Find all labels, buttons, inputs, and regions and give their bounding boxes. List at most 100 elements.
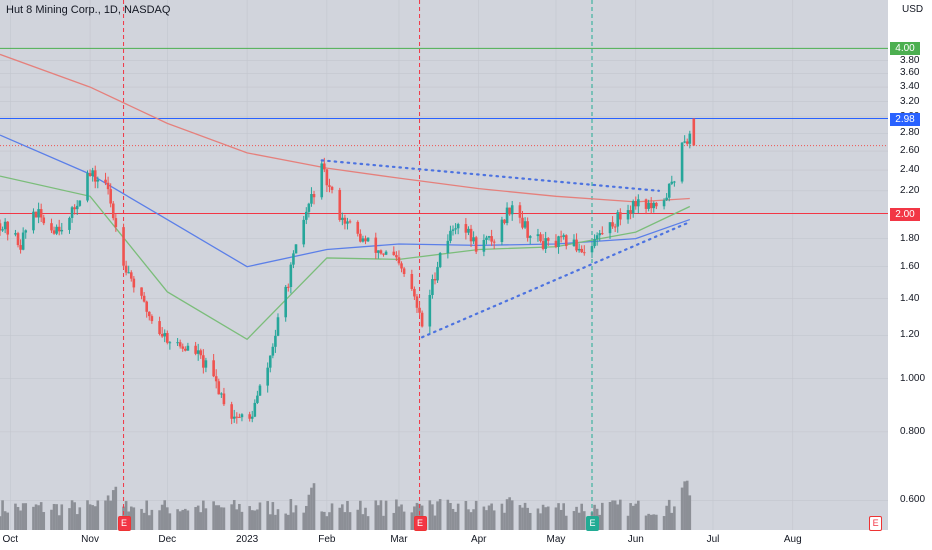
volume-bar [274, 514, 277, 530]
candle-body [467, 228, 470, 233]
candle-body [490, 236, 493, 242]
currency-label: USD [902, 4, 924, 15]
volume-bar [186, 510, 190, 530]
volume-bar [673, 506, 676, 530]
candle-body [199, 350, 203, 356]
x-tick-label: Dec [158, 534, 177, 545]
candle-body [541, 241, 545, 249]
y-tick-label: 2.80 [900, 127, 920, 139]
volume-bar [397, 506, 401, 530]
candle-body [598, 233, 602, 236]
volume-bar [400, 504, 403, 530]
candle-body [96, 179, 100, 182]
candle-body [256, 395, 259, 403]
candle-body [562, 235, 565, 237]
volume-bar [114, 486, 118, 530]
volume-bar [346, 500, 349, 530]
candle-body [52, 230, 56, 234]
candle-body [590, 246, 594, 253]
volume-bar [410, 512, 414, 530]
candle-body [286, 286, 290, 288]
candle-body [338, 189, 342, 220]
volume-bar [166, 507, 169, 530]
y-tick-label: 3.20 [900, 95, 920, 107]
volume-bar [688, 495, 692, 530]
price-axis[interactable] [888, 0, 932, 550]
volume-bar [546, 506, 550, 530]
volume-bar [284, 513, 288, 530]
candle-body [503, 219, 506, 224]
candle-body [510, 205, 514, 215]
volume-bar [310, 487, 313, 530]
volume-bar [1, 500, 4, 530]
candle-body [428, 294, 432, 327]
candle-body [248, 414, 251, 419]
candle-body [346, 221, 349, 224]
candle-body [240, 414, 244, 418]
volume-bar [93, 506, 97, 530]
x-tick-label: Mar [390, 534, 408, 545]
chart-area[interactable] [0, 0, 888, 530]
volume-bar [608, 502, 612, 530]
candle-body [302, 219, 306, 245]
volume-bar [196, 505, 200, 530]
volume-bar [577, 512, 581, 530]
candle-body [629, 210, 632, 214]
candle-body [222, 393, 226, 405]
candle-body [122, 227, 125, 266]
volume-bar [655, 514, 658, 530]
candle-body [70, 207, 74, 218]
volume-bar [575, 506, 578, 530]
candle-body [109, 189, 112, 204]
candle-body [433, 279, 437, 281]
volume-bar [140, 508, 143, 530]
y-tick-label: 3.80 [900, 54, 920, 66]
candle-body [37, 209, 40, 218]
candle-body [163, 333, 167, 337]
volume-bar [294, 505, 298, 530]
candle-body [595, 235, 599, 240]
candle-body [320, 163, 324, 198]
candle-body [572, 239, 576, 247]
volume-bar [240, 511, 244, 530]
candle-body [310, 194, 313, 204]
candle-body [356, 221, 360, 234]
volume-bar [14, 503, 17, 530]
candle-body [341, 217, 344, 220]
volume-bar [230, 504, 233, 530]
volume-bar [572, 511, 576, 530]
volume-bar [580, 503, 584, 530]
volume-bar [500, 503, 504, 530]
volume-bar [485, 510, 488, 530]
volume-bar [361, 514, 365, 530]
volume-bar [307, 494, 311, 530]
volume-bar [649, 514, 653, 530]
volume-bar [536, 508, 540, 530]
candle-body [608, 222, 612, 234]
candle-body [184, 348, 187, 351]
volume-bar [232, 499, 236, 530]
candle-body [196, 350, 200, 354]
volume-bar [132, 507, 136, 530]
candle-body [220, 393, 223, 395]
volume-bar [199, 512, 203, 530]
candle-body [328, 185, 331, 187]
candle-body [266, 367, 269, 386]
candle-body [158, 321, 161, 334]
volume-bar [181, 509, 185, 530]
candle-body [323, 163, 326, 170]
volume-bar [564, 515, 568, 530]
candle-body [114, 218, 118, 228]
candle-body [374, 237, 378, 253]
level-price-label: 4.00 [890, 42, 920, 56]
candle-body [124, 265, 128, 273]
y-tick-label: 0.800 [900, 425, 926, 437]
volume-bar [248, 506, 251, 530]
candle-body [150, 316, 154, 322]
candle-body [662, 200, 666, 207]
candle-body [557, 236, 560, 247]
earnings-marker: E [117, 516, 131, 531]
time-axis[interactable] [0, 530, 888, 550]
candle-body [413, 288, 416, 297]
candle-body [397, 257, 401, 264]
